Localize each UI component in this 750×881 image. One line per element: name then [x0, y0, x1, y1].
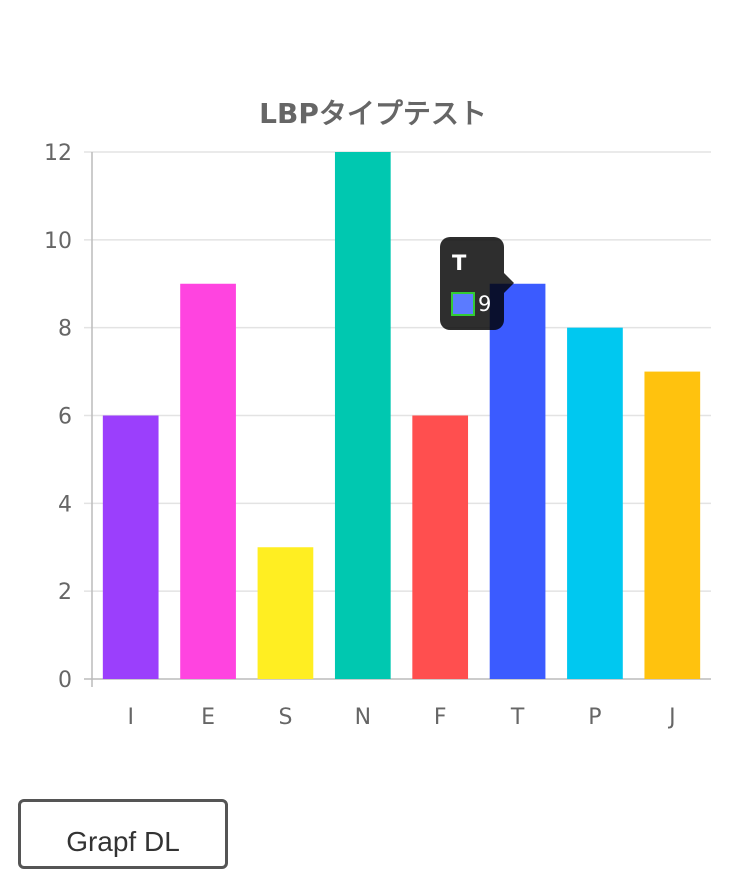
chart-bars [102, 152, 701, 680]
bar-n[interactable] [334, 152, 391, 679]
x-tick-label: N [355, 705, 371, 730]
x-tick-label: S [278, 705, 292, 730]
x-tick-label: T [510, 705, 525, 730]
x-tick-label: J [667, 705, 676, 730]
graph-download-button[interactable]: Grapf DL [18, 799, 228, 869]
y-tick-label: 8 [58, 317, 72, 342]
x-tick-label: E [201, 705, 215, 730]
y-tick-label: 6 [58, 405, 72, 430]
y-tick-label: 2 [58, 580, 72, 605]
bar-t[interactable] [489, 283, 546, 679]
bar-chart: LBPタイプテスト 0 2 4 6 8 10 12 I E S N F T P J [44, 97, 711, 730]
bar-s[interactable] [257, 547, 314, 679]
y-tick-label: 10 [44, 229, 72, 254]
chart-title: LBPタイプテスト [259, 97, 487, 130]
y-tick-label: 12 [44, 141, 72, 166]
x-tick-label: F [434, 705, 447, 730]
y-tick-label: 4 [58, 492, 72, 517]
chart-tooltip: T 9 [440, 237, 514, 330]
bar-j[interactable] [644, 371, 701, 679]
y-tick-label: 0 [58, 668, 72, 693]
tooltip-title: T [452, 251, 467, 275]
tooltip-color-swatch [451, 292, 475, 316]
x-tick-label: I [127, 705, 134, 730]
y-axis: 0 2 4 6 8 10 12 [44, 141, 72, 693]
tooltip-value: 9 [478, 292, 492, 316]
bar-e[interactable] [180, 283, 236, 679]
bar-i[interactable] [102, 415, 159, 680]
bar-f[interactable] [412, 415, 469, 680]
bar-p[interactable] [567, 327, 623, 679]
x-tick-label: P [588, 705, 601, 730]
